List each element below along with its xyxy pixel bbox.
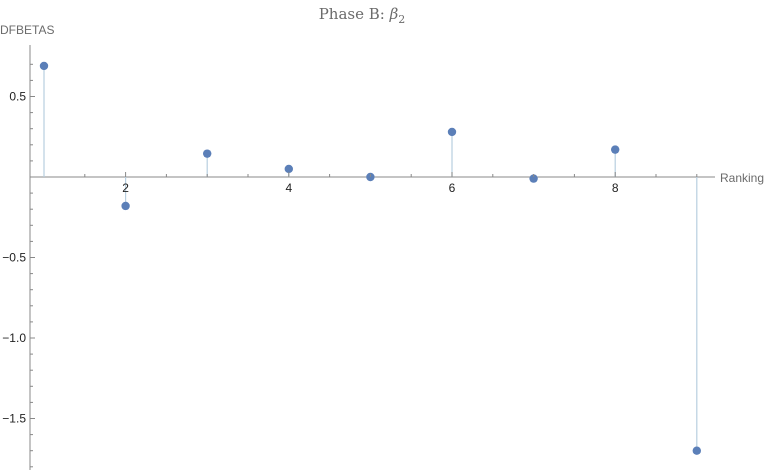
chart-title-subscript: 2 [398, 13, 405, 26]
y-tick-label: −0.5 [2, 251, 26, 265]
data-point [203, 149, 212, 158]
data-point [284, 164, 293, 174]
data-point [447, 127, 457, 137]
data-point [692, 446, 701, 455]
y-tick-label: −1.0 [2, 331, 26, 345]
y-tick-label: −1.5 [2, 412, 26, 426]
stems [43, 65, 698, 451]
x-tick-label: 4 [285, 181, 292, 195]
y-axis-label: DFBETAS [0, 23, 54, 37]
y-ticks: −1.5 −1.0 −0.5 0.5 [2, 63, 35, 468]
chart-title-symbol: β [389, 5, 399, 23]
chart-title: Phase B: β2 [319, 5, 406, 26]
data-point [611, 145, 620, 154]
data-point [529, 174, 538, 183]
axes [29, 45, 715, 470]
x-tick-label: 2 [122, 181, 129, 195]
x-axis-label: Ranking [720, 171, 764, 185]
x-tick-label: 8 [612, 181, 619, 195]
points [39, 61, 701, 455]
x-tick-label: 6 [449, 181, 456, 195]
data-point [121, 201, 130, 211]
x-ticks: 2 4 6 8 [84, 172, 698, 195]
y-tick-label: 0.5 [9, 90, 26, 104]
data-point [39, 61, 49, 71]
chart-title-prefix: Phase B: [319, 5, 390, 23]
